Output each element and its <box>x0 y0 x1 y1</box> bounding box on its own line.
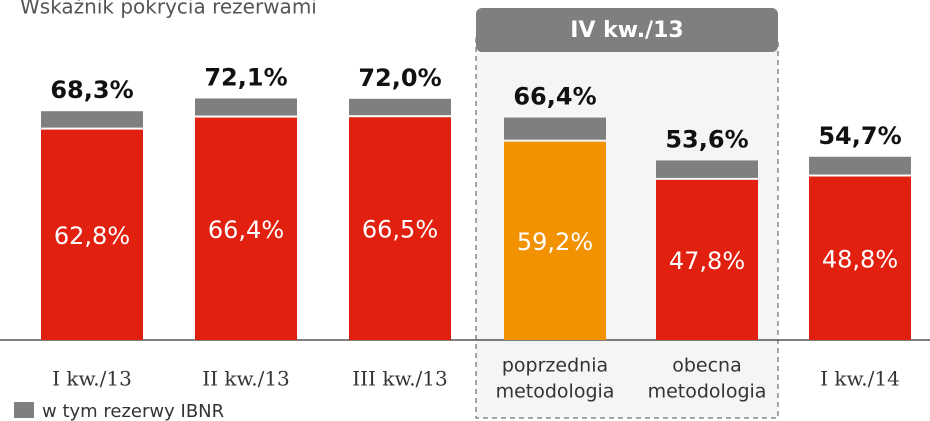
ibnr-segment <box>349 98 451 116</box>
x-tick-label: metodologia <box>648 381 767 403</box>
bar-segment <box>195 117 297 340</box>
total-label: 53,6% <box>665 125 748 153</box>
value-label: 66,4% <box>208 216 284 244</box>
x-tick-label: obecna <box>672 355 742 377</box>
x-tick-label: poprzednia <box>502 355 608 377</box>
ibnr-segment <box>656 160 758 178</box>
bar-segment <box>349 117 451 340</box>
bar-segment <box>809 176 911 340</box>
ibnr-segment <box>809 156 911 175</box>
bar-segment <box>656 179 758 340</box>
total-label: 66,4% <box>513 83 596 111</box>
group-label: IV kw./13 <box>570 18 683 43</box>
value-label: 66,5% <box>362 216 438 244</box>
bar-segment <box>41 129 143 340</box>
total-label: 54,7% <box>818 122 901 150</box>
x-tick-label: I kw./13 <box>52 367 132 391</box>
value-label: 48,8% <box>822 245 898 273</box>
x-tick-label: I kw./14 <box>820 367 900 391</box>
chart-title: Wskaźnik pokrycia rezerwami <box>20 0 317 19</box>
legend-swatch <box>14 402 34 418</box>
group-header <box>476 8 778 52</box>
x-tick-label: metodologia <box>496 381 615 403</box>
value-label: 47,8% <box>669 247 745 275</box>
value-label: 59,2% <box>517 228 593 256</box>
ibnr-segment <box>41 111 143 128</box>
bar-segment <box>504 141 606 340</box>
ibnr-segment <box>195 98 297 116</box>
value-label: 62,8% <box>54 222 130 250</box>
legend-label: w tym rezerwy IBNR <box>42 401 224 421</box>
total-label: 72,1% <box>204 63 287 91</box>
x-tick-label: II kw./13 <box>202 367 290 391</box>
x-tick-label: III kw./13 <box>352 367 447 391</box>
total-label: 72,0% <box>358 64 441 92</box>
total-label: 68,3% <box>50 76 133 104</box>
ibnr-segment <box>504 117 606 140</box>
